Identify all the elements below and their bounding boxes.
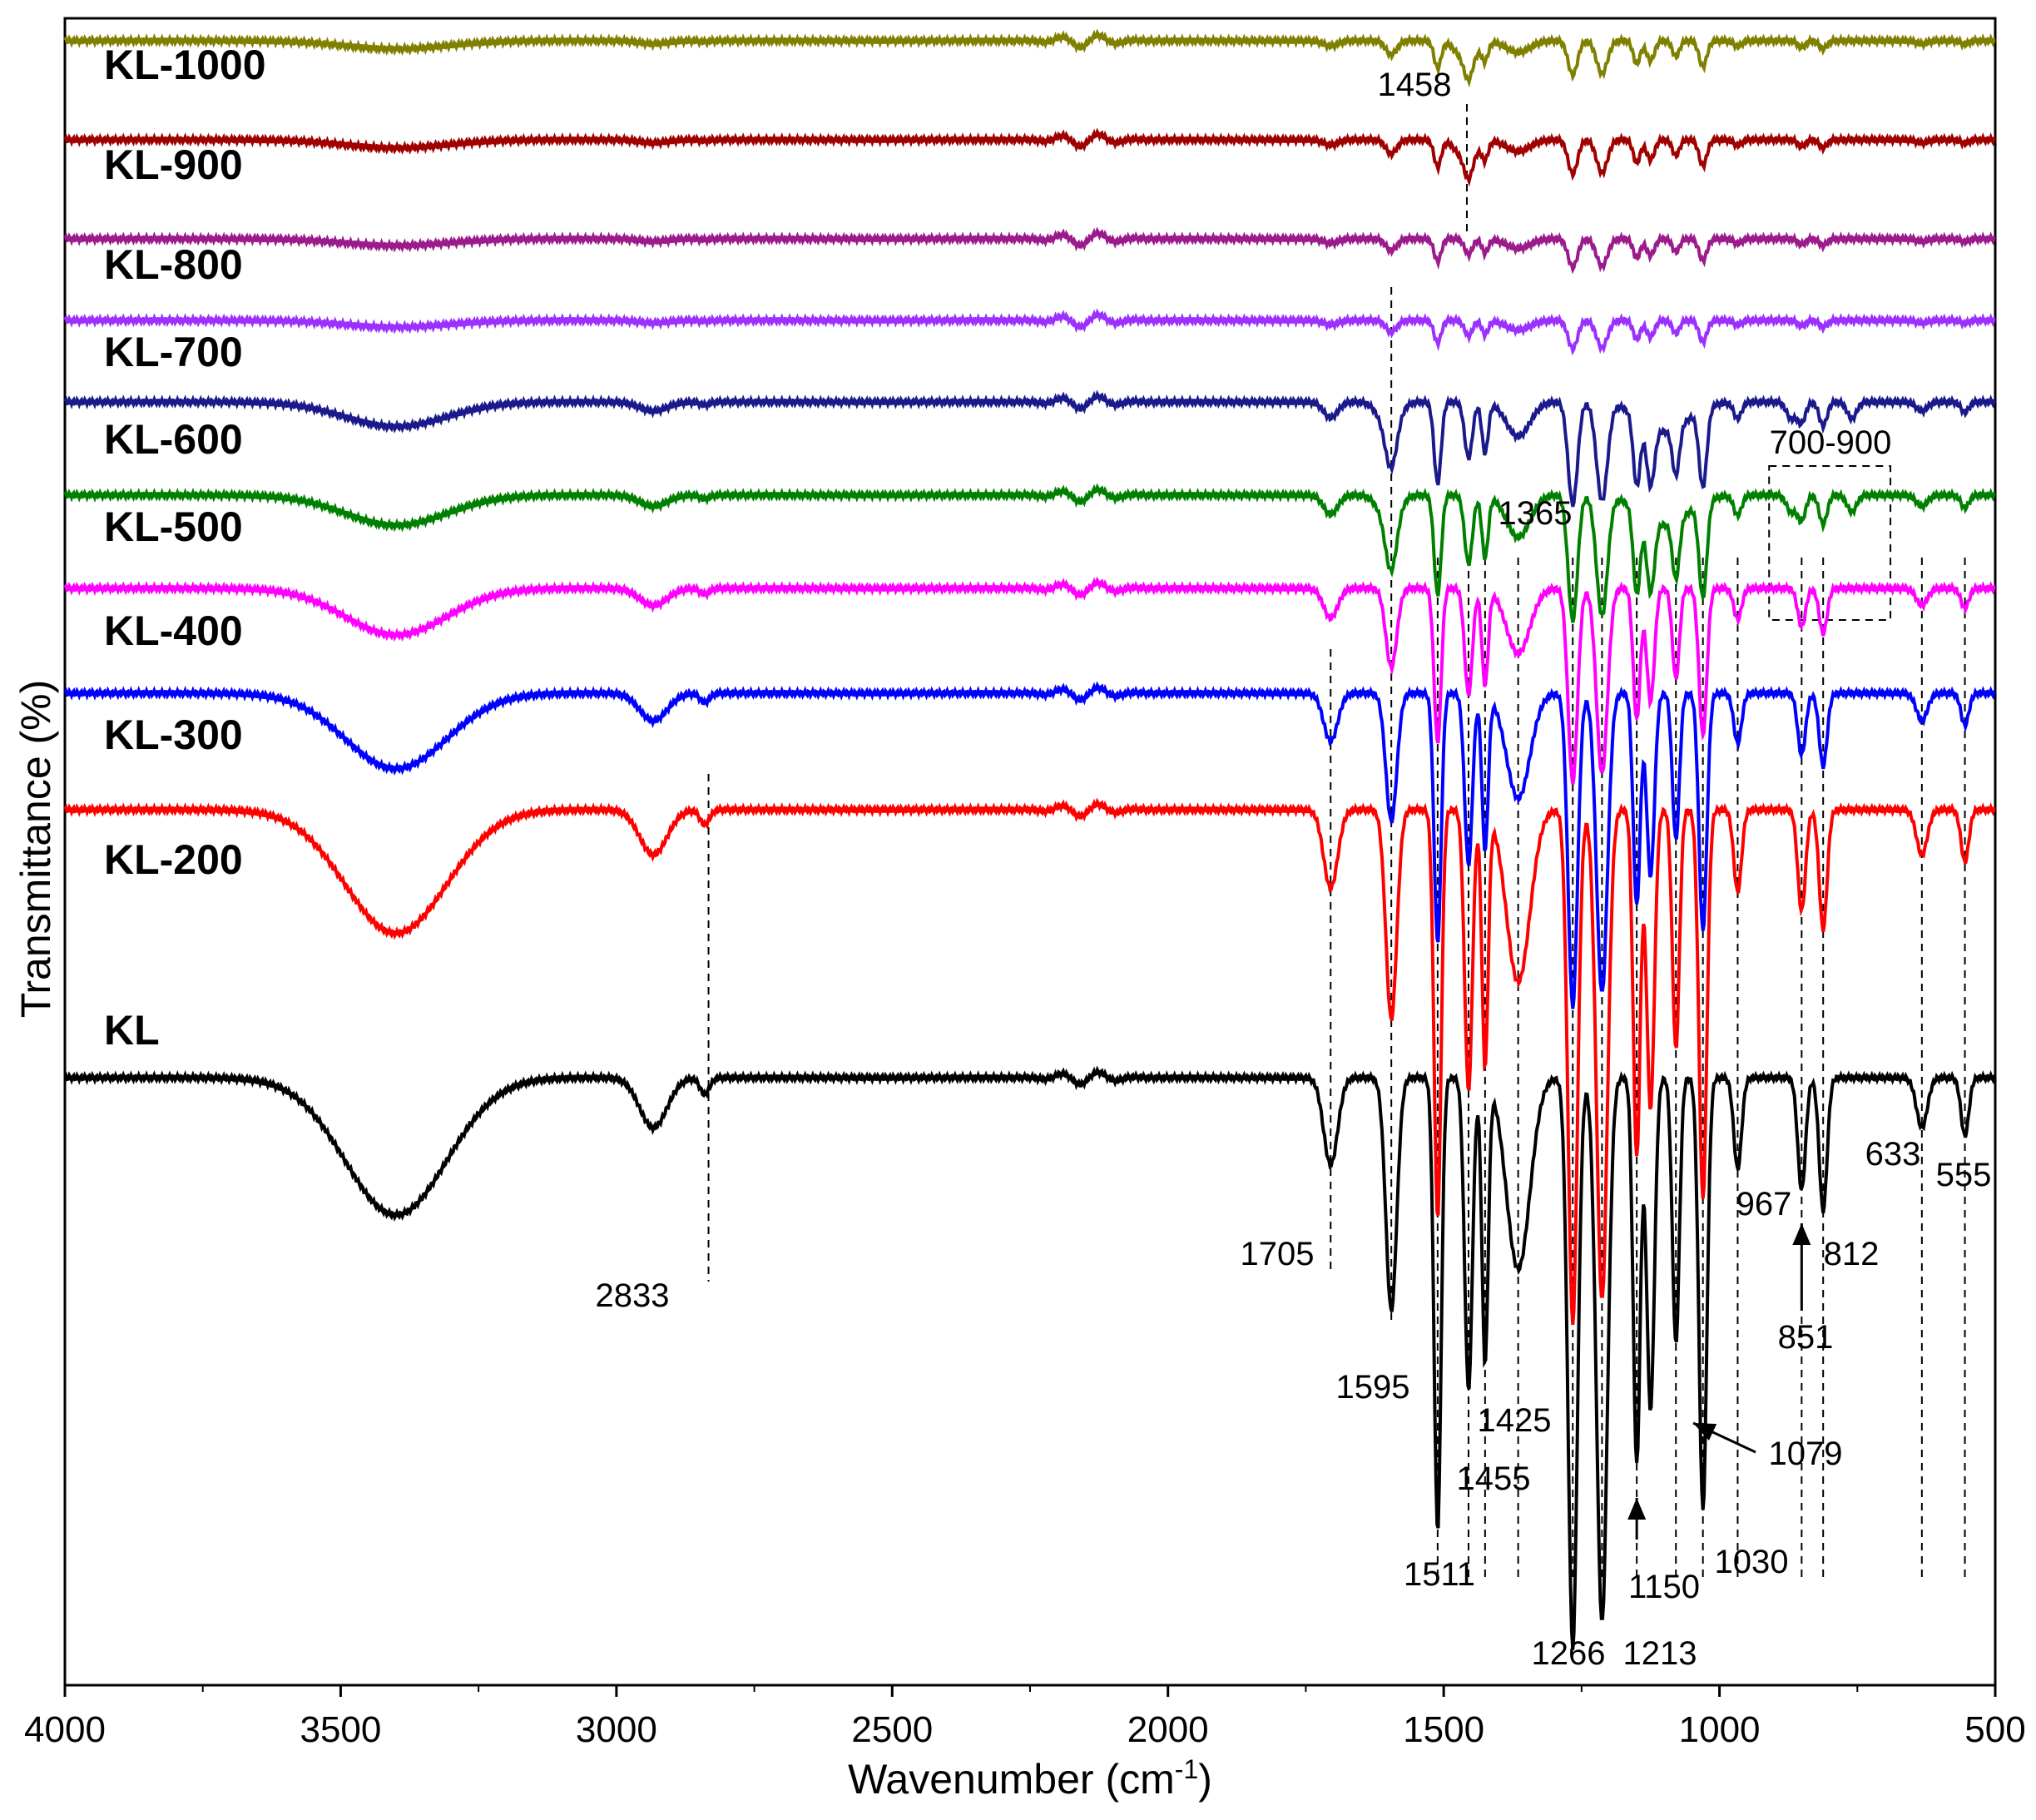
- spectra-traces: [63, 28, 1996, 1650]
- peak-label-1213: 1213: [1623, 1635, 1697, 1672]
- peak-label-1511: 1511: [1404, 1556, 1475, 1593]
- trace-kl-500: [63, 483, 1996, 623]
- x-axis-title: Wavenumber (cm-1): [848, 1754, 1212, 1803]
- peak-labels: 2833 1705 1595 1511 1455 1425 1365 1266 1213 1150…: [596, 67, 1992, 1672]
- peak-label-1030: 1030: [1715, 1544, 1789, 1580]
- peak-label-2833: 2833: [596, 1277, 670, 1314]
- series-label-kl-300: KL-300: [104, 712, 243, 758]
- peak-label-1150: 1150: [1628, 1569, 1700, 1605]
- series-label-kl-1000: KL-1000: [104, 42, 266, 88]
- peak-label-967: 967: [1736, 1186, 1792, 1222]
- peak-label-851: 851: [1778, 1319, 1834, 1356]
- series-label-kl-500: KL-500: [104, 503, 243, 550]
- series-label-kl-900: KL-900: [104, 141, 243, 188]
- x-tick-label-2500: 2500: [851, 1709, 933, 1750]
- arrow-1150-head: [1627, 1498, 1647, 1520]
- trace-kl-1000: [63, 28, 1996, 88]
- y-axis-title: Transmittance (%): [12, 680, 59, 1019]
- peak-label-700-900: 700-900: [1770, 424, 1892, 461]
- x-tick-label-3500: 3500: [300, 1709, 381, 1750]
- peak-label-1425: 1425: [1478, 1402, 1552, 1439]
- series-labels: KL-1000 KL-900 KL-800 KL-700 KL-600 KL-500 KL-…: [104, 42, 266, 1054]
- series-label-kl: KL: [104, 1007, 160, 1054]
- peak-guide-lines: [707, 104, 1966, 1581]
- series-label-kl-600: KL-600: [104, 416, 243, 463]
- trace-kl-700: [63, 308, 1996, 356]
- series-label-kl-400: KL-400: [104, 607, 243, 654]
- x-tick-label-1000: 1000: [1679, 1709, 1761, 1750]
- peak-label-633: 633: [1865, 1136, 1921, 1173]
- peak-label-1595: 1595: [1336, 1369, 1410, 1406]
- peak-label-812: 812: [1824, 1236, 1880, 1272]
- peak-label-1455: 1455: [1457, 1460, 1531, 1497]
- trace-kl-900: [63, 127, 1996, 187]
- series-label-kl-200: KL-200: [104, 836, 243, 883]
- x-tick-label-500: 500: [1964, 1709, 2025, 1750]
- arrow-851-head: [1792, 1223, 1811, 1245]
- x-tick-label-3000: 3000: [576, 1709, 657, 1750]
- x-axis: 4000 3500 3000 2500 2000 1500 1000 500: [24, 1685, 2026, 1750]
- peak-label-1458: 1458: [1378, 67, 1452, 103]
- peak-label-1266: 1266: [1532, 1635, 1606, 1672]
- trace-kl-400: [63, 576, 1996, 785]
- peak-label-555: 555: [1936, 1157, 1992, 1193]
- peak-label-1705: 1705: [1241, 1236, 1315, 1272]
- x-tick-label-2000: 2000: [1127, 1709, 1209, 1750]
- peak-label-1079: 1079: [1769, 1436, 1843, 1472]
- peak-label-1365: 1365: [1499, 495, 1573, 532]
- trace-kl-800: [63, 226, 1996, 275]
- x-tick-label-4000: 4000: [24, 1709, 106, 1750]
- series-label-kl-700: KL-700: [104, 329, 243, 375]
- trace-kl-300: [63, 681, 1996, 1009]
- annotation-box-700-900: [1768, 465, 1892, 621]
- series-label-kl-800: KL-800: [104, 241, 243, 288]
- trace-kl-200: [63, 797, 1996, 1326]
- arrow-1079-head: [1693, 1423, 1717, 1441]
- trace-kl: [63, 1065, 1996, 1650]
- trace-kl-600: [63, 389, 1996, 508]
- x-tick-label-1500: 1500: [1403, 1709, 1484, 1750]
